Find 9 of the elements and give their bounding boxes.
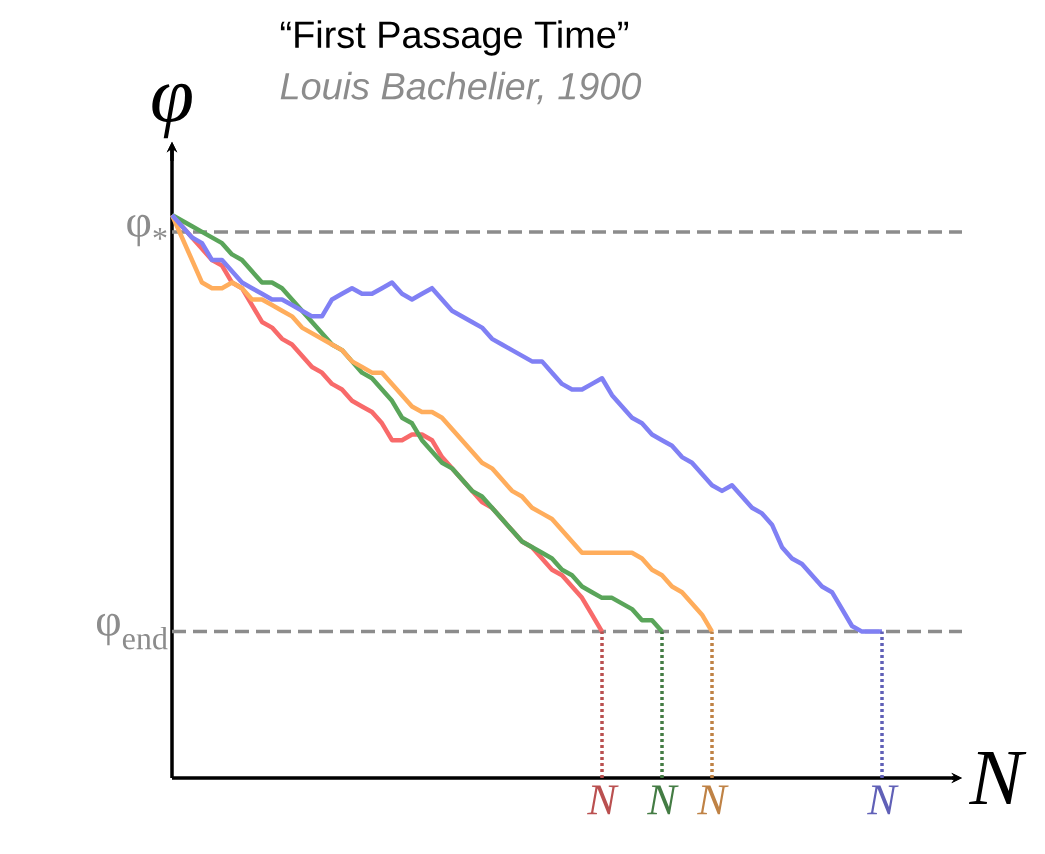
ref-line-label: φ$_{*}$ xyxy=(127,214,167,247)
chart-subtitle: Louis Bachelier, 1900 xyxy=(280,71,642,105)
x-tick-label: N xyxy=(647,785,679,815)
x-tick-label: N xyxy=(697,785,729,815)
x-tick-label: N xyxy=(587,785,619,815)
x-tick-label: N xyxy=(867,785,899,815)
ref-line-label: φ$_{end}$ xyxy=(96,613,168,650)
chart-title: “First Passage Time” xyxy=(280,20,629,56)
y-axis-title: φ xyxy=(152,83,192,139)
